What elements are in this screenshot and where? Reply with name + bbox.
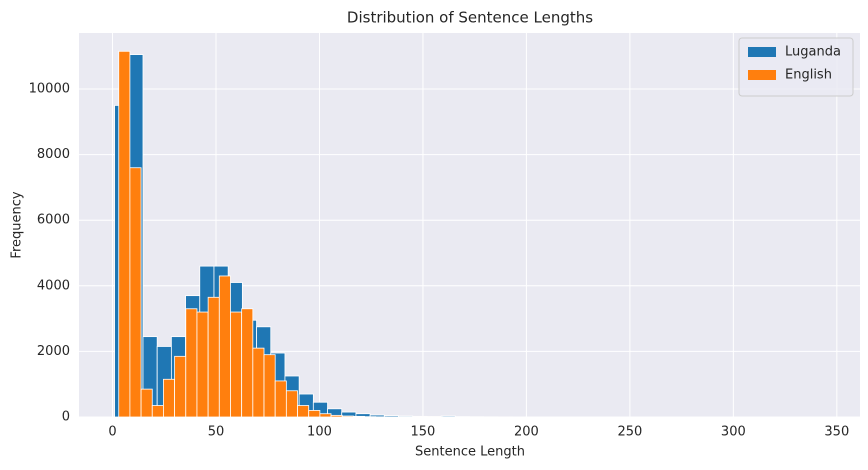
x-tick-label: 0 <box>108 425 116 440</box>
histogram-bar <box>185 308 198 418</box>
y-tick-label: 4000 <box>37 278 70 293</box>
histogram-bar <box>319 413 332 418</box>
histogram-bar <box>308 410 321 418</box>
chart-title: Distribution of Sentence Lengths <box>347 9 593 27</box>
x-tick-label: 50 <box>208 425 225 440</box>
legend-swatch <box>748 70 776 80</box>
x-tick-label: 350 <box>824 425 849 440</box>
legend-label: Luganda <box>785 45 841 60</box>
histogram-bar <box>129 167 142 418</box>
histogram-bar <box>252 347 265 418</box>
x-tick-label: 200 <box>514 425 539 440</box>
y-tick-label: 0 <box>62 410 70 425</box>
legend-swatch <box>748 47 776 57</box>
histogram-bar <box>196 311 209 418</box>
histogram-bar <box>341 415 354 418</box>
y-tick-label: 8000 <box>37 147 70 162</box>
histogram-bar <box>218 275 231 418</box>
legend: Luganda English <box>738 37 854 97</box>
histogram-bar <box>174 355 187 418</box>
x-tick-label: 150 <box>411 425 436 440</box>
histogram-bar <box>207 296 220 418</box>
histogram-bar <box>285 390 298 418</box>
histogram-bar <box>297 405 310 418</box>
ticks: 0 50 100 150 200 250 300 350 0 2000 4000 6000 8000 10… <box>29 82 850 440</box>
y-axis-label: Frequency <box>10 191 25 258</box>
x-tick-label: 300 <box>721 425 746 440</box>
histogram-bar <box>330 414 343 418</box>
histogram-bar <box>353 415 365 418</box>
bars <box>114 50 825 418</box>
histogram-bar <box>163 378 176 418</box>
x-axis-label: Sentence Length <box>415 445 525 460</box>
histogram-bar <box>241 308 254 418</box>
histogram-bar <box>118 50 131 418</box>
histogram-bar <box>263 354 276 418</box>
legend-label: English <box>785 68 832 83</box>
histogram-bar <box>151 405 164 418</box>
x-tick-label: 100 <box>307 425 332 440</box>
histogram-bar <box>274 380 287 418</box>
histogram-bar <box>230 311 243 418</box>
histogram-bar <box>140 388 153 418</box>
histogram-bar <box>440 415 456 418</box>
y-tick-label: 2000 <box>37 344 70 359</box>
y-tick-label: 10000 <box>29 82 70 97</box>
x-tick-label: 250 <box>617 425 642 440</box>
y-tick-label: 6000 <box>37 213 70 228</box>
